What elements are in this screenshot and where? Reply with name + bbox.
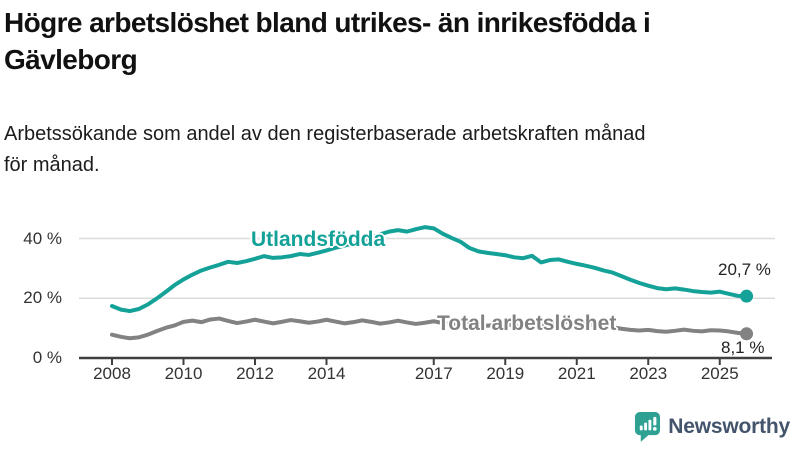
y-axis-label-40: 40 % xyxy=(23,228,62,248)
newsworthy-logo[interactable]: Newsworthy xyxy=(634,411,790,442)
end-value-label-total-arbetsl-shet: 8,1 % xyxy=(721,338,765,357)
series-line-total-arbetsl-shet xyxy=(110,316,749,341)
x-axis-label-2017: 2017 xyxy=(414,364,453,383)
chart-subtitle: Arbetssökande som andel av den registerb… xyxy=(4,123,646,176)
x-axis-label-2023: 2023 xyxy=(629,364,668,383)
x-axis-label-2010: 2010 xyxy=(164,364,203,383)
x-axis-label-2025: 2025 xyxy=(700,364,739,383)
y-axis-label-0: 0 % xyxy=(32,348,62,367)
series-end-dot-total-arbetsl-shet xyxy=(740,327,754,341)
series-label-utlandsf-dda: Utlandsfödda xyxy=(251,228,386,251)
x-axis-label-2021: 2021 xyxy=(557,364,596,383)
x-axis-label-2014: 2014 xyxy=(307,364,346,383)
x-axis-label-2019: 2019 xyxy=(486,364,525,383)
x-axis-label-2012: 2012 xyxy=(236,364,274,383)
newsworthy-wordmark: Newsworthy xyxy=(668,414,790,438)
series-label-total-arbetsl-shet: Total arbetslöshet xyxy=(437,312,617,335)
bar-chart-speech-bubble-icon xyxy=(635,412,661,442)
series-line-utlandsf-dda xyxy=(110,225,749,314)
chart-title: Högre arbetslöshet bland utrikes- än inr… xyxy=(4,7,651,75)
series-end-dot-utlandsf-dda xyxy=(740,289,754,303)
y-axis-label-20: 20 % xyxy=(23,288,62,308)
end-value-label-utlandsf-dda: 20,7 % xyxy=(718,260,771,279)
x-axis-label-2008: 2008 xyxy=(93,364,131,383)
